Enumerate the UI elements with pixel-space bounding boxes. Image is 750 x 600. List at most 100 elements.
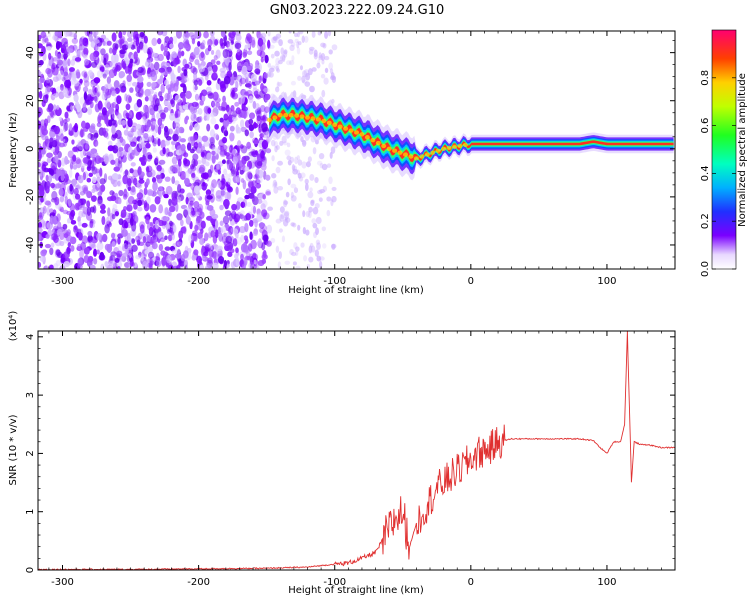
- noise-speck: [206, 79, 212, 86]
- noise-speck: [93, 139, 99, 147]
- noise-speck: [191, 38, 196, 45]
- noise-speck: [199, 64, 205, 73]
- noise-speck: [48, 264, 55, 269]
- noise-speck: [71, 37, 79, 45]
- noise-speck: [59, 206, 64, 213]
- noise-speck: [119, 37, 125, 43]
- noise-speck: [155, 259, 162, 268]
- noise-speck-faint: [304, 178, 309, 185]
- noise-speck-faint: [288, 31, 292, 34]
- noise-speck: [111, 101, 117, 109]
- colorbar-tick-label: 0.2: [700, 213, 711, 229]
- noise-speck: [67, 242, 72, 248]
- ridge-blob: [359, 132, 365, 137]
- noise-speck: [41, 45, 46, 55]
- noise-speck: [256, 199, 263, 204]
- noise-speck: [89, 52, 97, 62]
- noise-speck: [242, 244, 249, 253]
- noise-speck: [38, 227, 43, 234]
- noise-speck: [228, 61, 232, 72]
- noise-speck-faint: [286, 60, 292, 66]
- noise-speck: [251, 193, 256, 202]
- noise-speck: [129, 257, 134, 267]
- noise-speck: [184, 170, 190, 179]
- noise-speck: [244, 36, 250, 44]
- noise-speck-faint: [267, 206, 273, 211]
- noise-speck: [38, 72, 43, 77]
- noise-speck: [263, 106, 270, 114]
- noise-speck: [112, 66, 117, 74]
- noise-speck: [155, 174, 162, 180]
- noise-speck: [77, 264, 83, 269]
- noise-speck: [241, 215, 246, 222]
- noise-speck: [132, 220, 137, 226]
- noise-speck: [94, 39, 100, 44]
- noise-speck: [38, 110, 41, 118]
- noise-speck: [261, 139, 269, 150]
- ridge-blob: [326, 120, 332, 126]
- noise-speck: [185, 90, 192, 99]
- noise-speck: [160, 43, 165, 52]
- noise-speck: [52, 263, 59, 269]
- noise-speck: [54, 196, 60, 206]
- noise-speck: [59, 133, 64, 142]
- noise-speck-faint: [303, 255, 308, 262]
- noise-speck-faint: [316, 62, 321, 69]
- noise-speck-faint: [270, 237, 276, 244]
- noise-speck: [201, 39, 206, 46]
- noise-speck-faint: [296, 32, 300, 38]
- noise-speck: [69, 32, 76, 38]
- noise-speck: [257, 238, 262, 248]
- ridge-blob: [348, 128, 354, 133]
- noise-speck: [91, 157, 96, 162]
- noise-speck: [244, 44, 248, 51]
- noise-speck-faint: [308, 256, 314, 263]
- noise-speck: [211, 251, 218, 260]
- noise-speck: [267, 31, 271, 37]
- noise-speck: [198, 115, 203, 122]
- noise-speck: [163, 45, 168, 52]
- noise-speck: [202, 172, 209, 180]
- noise-speck: [169, 245, 176, 252]
- noise-speck: [211, 262, 219, 269]
- noise-speck: [163, 193, 169, 199]
- noise-speck: [151, 81, 157, 88]
- noise-speck: [78, 210, 84, 218]
- noise-speck: [56, 228, 63, 236]
- noise-speck: [70, 209, 76, 217]
- noise-speck-faint: [276, 68, 281, 73]
- noise-speck: [167, 234, 173, 242]
- noise-speck: [62, 71, 69, 81]
- noise-speck: [218, 232, 224, 242]
- noise-speck: [168, 220, 173, 227]
- noise-speck: [128, 110, 133, 119]
- noise-speck: [252, 196, 259, 206]
- noise-speck-faint: [330, 146, 336, 154]
- noise-speck: [62, 223, 68, 230]
- noise-speck-faint: [322, 243, 327, 249]
- noise-speck: [166, 66, 172, 73]
- noise-speck-faint: [324, 67, 329, 74]
- noise-speck-faint: [302, 226, 307, 235]
- noise-speck: [144, 249, 149, 255]
- noise-speck: [110, 195, 117, 202]
- noise-speck: [196, 146, 201, 153]
- noise-speck-faint: [305, 72, 311, 81]
- noise-speck: [176, 213, 183, 221]
- noise-speck: [211, 72, 218, 81]
- noise-speck: [174, 94, 181, 103]
- colorbar-label: Normalized spectral amplitude: [737, 73, 748, 227]
- noise-speck: [58, 188, 64, 196]
- noise-speck: [240, 145, 248, 154]
- noise-speck: [122, 174, 129, 185]
- noise-speck: [84, 122, 91, 130]
- noise-speck: [229, 162, 236, 173]
- noise-speck: [162, 147, 166, 155]
- noise-speck: [260, 32, 267, 39]
- noise-speck-faint: [277, 160, 284, 166]
- noise-speck: [38, 212, 43, 218]
- noise-speck: [106, 76, 112, 84]
- noise-speck: [177, 41, 185, 49]
- noise-speck: [124, 217, 131, 224]
- noise-speck: [126, 221, 133, 229]
